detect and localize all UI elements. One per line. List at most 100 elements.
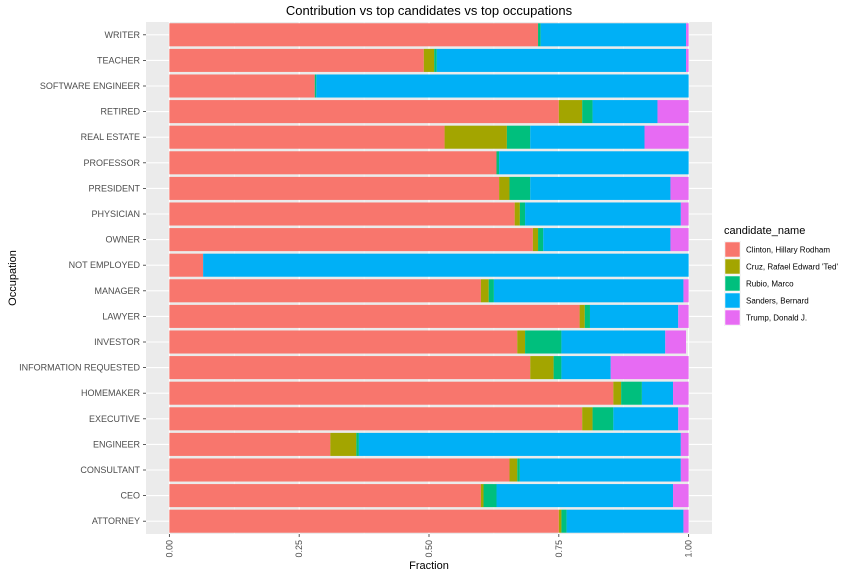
y-tick-label: MANAGER (94, 286, 140, 296)
y-tick-label: CEO (120, 491, 140, 501)
bar-segment (670, 228, 689, 252)
bar-segment (496, 151, 500, 175)
bar-segment (538, 228, 544, 252)
bar-segment (678, 407, 689, 431)
bar-segment (680, 432, 689, 456)
y-tick-label: PRESIDENT (88, 183, 140, 193)
chart-title: Contribution vs top candidates vs top oc… (286, 3, 573, 18)
bar-segment (553, 356, 562, 380)
y-tick-label: INFORMATION REQUESTED (19, 363, 140, 373)
bar-segment (561, 330, 666, 354)
bar-segment (610, 356, 689, 380)
legend-title: candidate_name (724, 225, 805, 237)
bar-segment (509, 176, 531, 200)
bar-segment (358, 432, 681, 456)
x-axis-title: Fraction (409, 560, 449, 572)
legend-label: Clinton, Hillary Rodham (746, 246, 830, 255)
bar-segment (488, 279, 494, 303)
legend-label: Cruz, Rafael Edward 'Ted' (746, 263, 838, 272)
bar-segment (540, 23, 687, 47)
bar-segment (641, 381, 674, 405)
x-tick-label: 0.75 (554, 540, 564, 558)
bar-segment (514, 202, 520, 226)
bar-segment (316, 74, 689, 98)
bar-segment (558, 509, 562, 533)
bar-segment (169, 304, 580, 328)
bar-segment (169, 100, 559, 124)
x-tick-label: 0.00 (164, 540, 174, 558)
bar-segment (169, 176, 500, 200)
y-tick-label: ATTORNEY (92, 516, 140, 526)
y-tick-label: PROFESSOR (83, 158, 140, 168)
bar-segment (356, 432, 359, 456)
bars (169, 23, 689, 533)
bar-segment (613, 381, 622, 405)
bar-segment (683, 509, 689, 533)
y-tick-label: INVESTOR (94, 337, 140, 347)
bar-segment (530, 176, 671, 200)
legend-swatch (724, 275, 741, 292)
bar-segment (686, 23, 689, 47)
legend: candidate_name Clinton, Hillary Rodham Cr… (724, 225, 838, 326)
bar-segment (525, 202, 681, 226)
x-tick-label: 0.50 (424, 540, 434, 558)
bar-segment (683, 279, 689, 303)
bar-segment (673, 484, 689, 508)
bar-segment (169, 253, 204, 277)
bar-segment (592, 100, 658, 124)
legend-label: Sanders, Bernard (746, 297, 809, 306)
bar-segment (314, 74, 317, 98)
bar-segment (169, 151, 497, 175)
bar-segment (493, 279, 684, 303)
bar-segment (169, 407, 583, 431)
bar-segment (169, 48, 424, 72)
y-tick-label: REAL ESTATE (81, 132, 140, 142)
y-tick-label: EXECUTIVE (89, 414, 140, 424)
x-tick-label: 0.25 (294, 540, 304, 558)
bar-segment (169, 381, 614, 405)
bar-segment (579, 304, 585, 328)
bar-segment (496, 484, 674, 508)
bar-segment (530, 356, 554, 380)
x-axis: 0.00 0.25 0.50 0.75 1.00 (164, 534, 694, 558)
bar-segment (169, 432, 331, 456)
bar-segment (561, 356, 611, 380)
bar-segment (169, 228, 533, 252)
bar-segment (169, 509, 559, 533)
bar-segment (203, 253, 689, 277)
bar-segment (483, 484, 497, 508)
bar-segment (670, 176, 689, 200)
y-axis-title: Occupation (7, 250, 19, 306)
bar-segment (558, 100, 583, 124)
legend-swatch (724, 258, 741, 275)
y-tick-label: OWNER (106, 235, 141, 245)
x-tick-label: 1.00 (684, 540, 694, 558)
bar-segment (499, 151, 689, 175)
bar-segment (525, 330, 562, 354)
bar-segment (434, 48, 437, 72)
bar-segment (519, 458, 681, 482)
bar-segment (621, 381, 642, 405)
y-tick-label: TEACHER (97, 55, 141, 65)
y-tick-label: HOMEMAKER (81, 388, 141, 398)
bar-segment (169, 330, 518, 354)
legend-swatch (724, 292, 741, 309)
bar-segment (680, 458, 689, 482)
bar-segment (169, 484, 481, 508)
legend-label: Trump, Donald J. (746, 314, 807, 323)
bar-segment (665, 330, 687, 354)
legend-swatch (724, 309, 741, 326)
bar-segment (169, 125, 445, 149)
bar-segment (509, 458, 518, 482)
bar-segment (582, 407, 593, 431)
y-tick-label: ENGINEER (93, 439, 141, 449)
bar-segment (538, 23, 541, 47)
bar-segment (561, 509, 567, 533)
bar-segment (444, 125, 507, 149)
bar-segment (680, 202, 689, 226)
y-tick-label: RETIRED (100, 107, 140, 117)
bar-segment (517, 458, 520, 482)
y-tick-label: NOT EMPLOYED (69, 260, 141, 270)
bar-segment (499, 176, 510, 200)
bar-segment (657, 100, 689, 124)
